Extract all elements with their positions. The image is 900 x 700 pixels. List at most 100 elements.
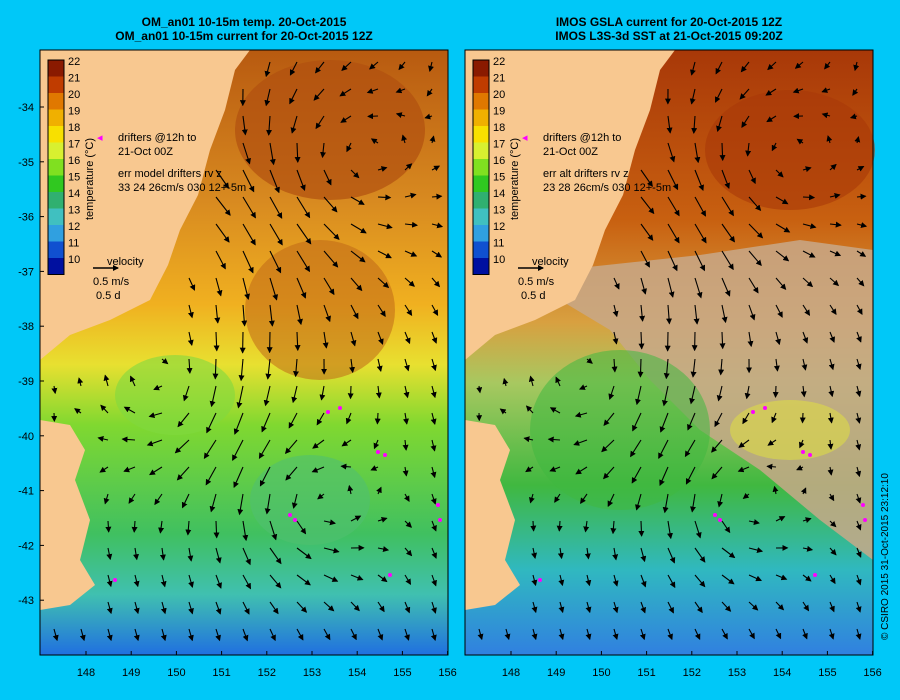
velocity-vector [799,439,805,449]
velocity-vector [775,574,788,581]
velocity-vector [431,601,437,614]
velocity-vector [377,574,388,583]
left-land-mainland [40,50,250,360]
velocity-vector [775,331,781,346]
colorbar-tick-label: 16 [493,155,505,167]
velocity-vector [264,61,271,78]
velocity-vector [827,412,834,424]
velocity-vector [775,601,785,611]
velocity-vector [269,196,283,219]
velocity-vector [52,628,59,642]
colorbar-segment [48,126,64,143]
velocity-vector [350,331,357,347]
velocity-vector [640,196,655,215]
velocity-vector [347,385,354,400]
velocity-vector [242,142,251,165]
velocity-vector [748,196,762,212]
velocity-vector [766,115,777,123]
velocity-vector [206,412,217,434]
velocity-vector [242,223,256,246]
velocity-vector [341,61,352,71]
velocity-vector [350,196,365,205]
colorbar-tick-label: 19 [68,106,80,118]
colorbar-segment [473,192,489,209]
drifter-marker [861,503,865,507]
velocity-vector [659,412,669,433]
velocity-vector [523,436,534,443]
velocity-vector [323,574,339,582]
left-velocity-duration: 0.5 d [96,290,120,302]
lon-tick-label: 156 [438,667,456,679]
left-warm-eddy [235,60,425,200]
velocity-vector [404,192,417,199]
drifter-marker [388,573,392,577]
velocity-vector [742,492,750,500]
velocity-vector [313,88,325,101]
right-drifters-line1: drifters @12h to [543,132,621,144]
velocity-vector [404,601,411,614]
velocity-vector [504,628,511,641]
colorbar-tick-label: 11 [68,238,79,250]
velocity-vector [377,223,393,230]
lon-tick-label: 152 [258,667,276,679]
velocity-vector [238,358,245,382]
velocity-vector [667,601,674,614]
velocity-vector [794,61,804,69]
velocity-vector [377,194,392,201]
velocity-vector [237,493,244,516]
velocity-vector [667,142,676,163]
right-err-line2: 23 28 26cm/s 030 12+-5m [543,182,671,194]
velocity-vector [802,277,814,288]
velocity-vector [263,385,271,407]
velocity-vector [667,250,678,272]
velocity-vector [799,412,806,424]
colorbar-tick-label: 19 [493,106,505,118]
velocity-vector [640,250,650,268]
velocity-vector [748,304,756,321]
velocity-vector [350,304,359,320]
colorbar-segment [473,208,489,225]
left-drifters-line2: 21-Oct 00Z [118,146,173,158]
velocity-vector [242,547,251,566]
right-colorbar: 22 21 20 19 18 17 16 15 14 13 12 11 10 [472,56,505,275]
velocity-vector [547,436,561,443]
velocity-vector [829,250,842,257]
velocity-vector [100,404,109,414]
drifter-marker [113,578,117,582]
velocity-vector [430,493,437,505]
velocity-vector [402,439,409,451]
right-drifters-line2: 21-Oct 00Z [543,146,598,158]
left-drifters-line1: drifters @12h to [118,132,196,144]
velocity-vector [269,142,276,166]
velocity-vector [800,487,807,495]
velocity-vector [661,385,669,407]
velocity-vector [719,331,726,350]
velocity-vector [826,135,833,144]
velocity-vector [188,574,194,588]
velocity-vector [829,304,837,316]
velocity-vector [721,277,731,297]
drifter-marker [383,453,387,457]
lon-tick-label: 155 [818,667,836,679]
left-title-line2: OM_an01 10-15m current for 20-Oct-2015 1… [115,29,373,43]
velocity-vector [801,358,808,371]
lon-tick-label: 149 [122,667,140,679]
velocity-vector [586,357,593,364]
velocity-vector [258,439,271,459]
velocity-vector [431,165,441,172]
velocity-vector [289,61,298,76]
velocity-vector [79,628,86,642]
lon-tick-label: 154 [773,667,791,679]
velocity-vector [585,574,592,587]
velocity-vector [377,250,392,259]
colorbar-tick-label: 15 [493,172,505,184]
velocity-vector [241,304,248,327]
right-colorbar-label: temperature (°C) [509,138,521,220]
velocity-vector [555,376,561,387]
velocity-vector [289,88,298,105]
right-warm-eddy [705,90,875,210]
velocity-vector [630,439,642,458]
velocity-vector [685,466,696,485]
velocity-vector [212,358,219,380]
velocity-vector [715,88,723,103]
